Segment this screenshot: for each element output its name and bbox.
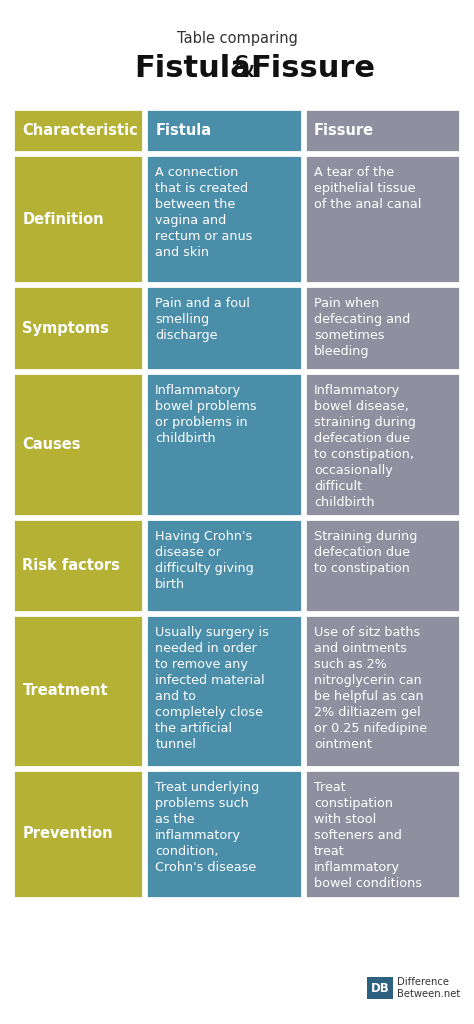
Text: Fissure: Fissure xyxy=(250,54,375,83)
Text: Pain and a foul
smelling
discharge: Pain and a foul smelling discharge xyxy=(155,297,250,342)
Text: Straining during
defecation due
to constipation: Straining during defecation due to const… xyxy=(314,530,418,575)
Text: A tear of the
epithelial tissue
of the anal canal: A tear of the epithelial tissue of the a… xyxy=(314,166,421,211)
Text: Definition: Definition xyxy=(22,212,104,226)
Bar xyxy=(305,770,461,898)
Bar xyxy=(13,373,143,516)
Text: Inflammatory
bowel disease,
straining during
defecation due
to constipation,
occ: Inflammatory bowel disease, straining du… xyxy=(314,384,416,509)
Bar xyxy=(305,109,461,153)
Text: Difference
Between.net: Difference Between.net xyxy=(397,978,460,999)
Text: Having Crohn's
disease or
difficulty giving
birth: Having Crohn's disease or difficulty giv… xyxy=(155,530,254,591)
Text: Characteristic: Characteristic xyxy=(22,123,138,138)
Text: Fistula: Fistula xyxy=(155,123,211,138)
Text: DB: DB xyxy=(371,982,389,994)
Text: Treatment: Treatment xyxy=(22,683,108,698)
Text: Treat underlying
problems such
as the
inflammatory
condition,
Crohn's disease: Treat underlying problems such as the in… xyxy=(155,780,259,873)
Bar xyxy=(305,519,461,611)
Bar xyxy=(146,109,302,153)
Bar xyxy=(305,155,461,284)
Bar xyxy=(146,519,302,611)
Bar xyxy=(305,614,461,767)
Bar xyxy=(146,770,302,898)
Text: Causes: Causes xyxy=(22,437,81,452)
Text: Pain when
defecating and
sometimes
bleeding: Pain when defecating and sometimes bleed… xyxy=(314,297,410,358)
Bar xyxy=(305,286,461,370)
Text: &: & xyxy=(222,54,265,83)
Text: Usually surgery is
needed in order
to remove any
infected material
and to
comple: Usually surgery is needed in order to re… xyxy=(155,626,269,751)
Text: Symptoms: Symptoms xyxy=(22,321,109,336)
Bar xyxy=(13,519,143,611)
Bar xyxy=(13,770,143,898)
Bar xyxy=(146,155,302,284)
Text: Table comparing: Table comparing xyxy=(176,32,298,46)
Bar xyxy=(367,977,393,999)
Text: Prevention: Prevention xyxy=(22,826,113,842)
Bar xyxy=(13,614,143,767)
Text: Risk factors: Risk factors xyxy=(22,558,120,573)
Text: Use of sitz baths
and ointments
such as 2%
nitroglycerin can
be helpful as can
2: Use of sitz baths and ointments such as … xyxy=(314,626,427,751)
Text: Inflammatory
bowel problems
or problems in
childbirth: Inflammatory bowel problems or problems … xyxy=(155,384,257,445)
Text: Fissure: Fissure xyxy=(314,123,374,138)
Bar xyxy=(305,373,461,516)
Bar xyxy=(13,155,143,284)
Bar xyxy=(13,286,143,370)
Bar xyxy=(146,614,302,767)
Text: Fistula: Fistula xyxy=(134,54,251,83)
Bar xyxy=(146,286,302,370)
Bar xyxy=(146,373,302,516)
Text: A connection
that is created
between the
vagina and
rectum or anus
and skin: A connection that is created between the… xyxy=(155,166,253,259)
Bar xyxy=(13,109,143,153)
Text: Treat
constipation
with stool
softeners and
treat
inflammatory
bowel conditions: Treat constipation with stool softeners … xyxy=(314,780,422,890)
